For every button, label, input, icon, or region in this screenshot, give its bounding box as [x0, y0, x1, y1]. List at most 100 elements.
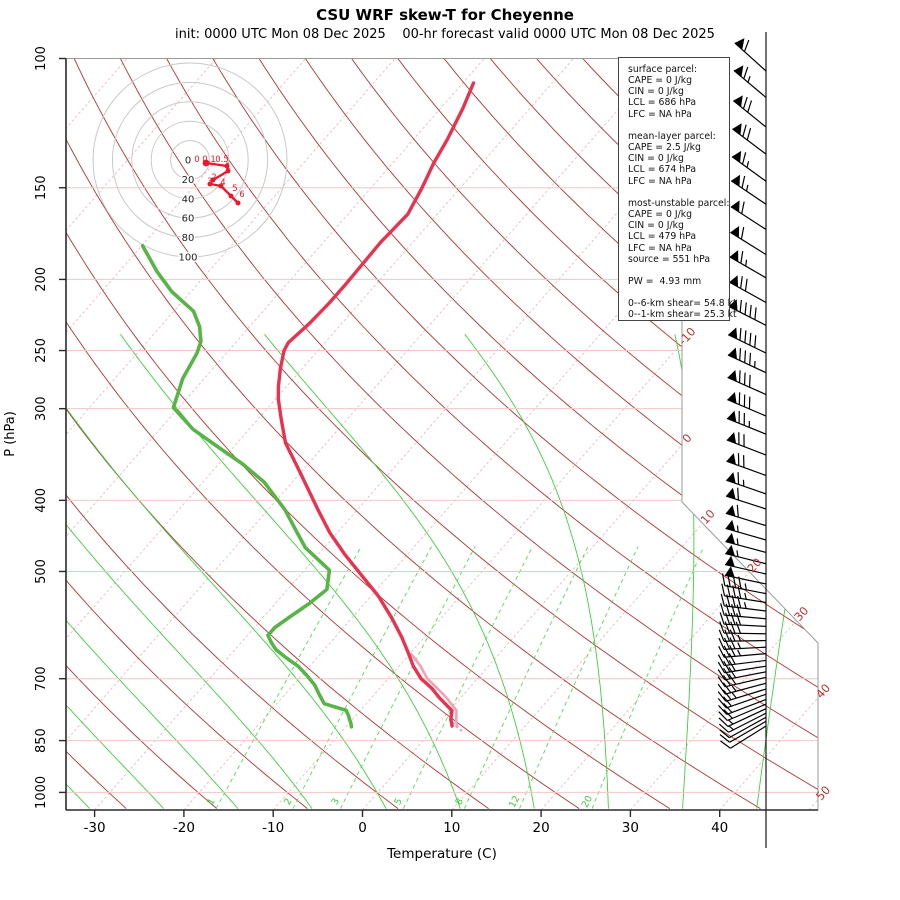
hodograph-ring-label: 0	[185, 156, 191, 167]
hodograph-height-label: 0.1	[202, 155, 216, 165]
pressure-tick-label: 100	[34, 46, 49, 71]
wind-barb	[724, 566, 767, 585]
hodograph-height-label: 2	[211, 173, 216, 183]
info-line: mean-layer parcel:	[628, 130, 716, 142]
pressure-tick-label: 200	[34, 267, 49, 292]
wind-barb	[718, 708, 767, 727]
pressure-tick-label: 400	[34, 488, 49, 513]
info-line	[628, 187, 727, 198]
wind-barb	[730, 225, 767, 256]
wind-barb	[726, 410, 767, 435]
hodograph-point	[207, 181, 213, 187]
info-line: CAPE = 0 J/kg	[628, 75, 693, 87]
info-line: 0--6-km shear= 54.8 kt	[628, 298, 737, 310]
wind-barb	[725, 487, 767, 510]
wind-barb	[726, 453, 767, 477]
info-line: LCL = 479 hPa	[628, 231, 697, 243]
bg-mixing-ratio-lines	[215, 546, 705, 809]
wind-barb	[731, 150, 767, 182]
temperature-tick-label: -30	[84, 820, 106, 836]
wind-barb	[726, 432, 767, 456]
wind-barb	[733, 65, 767, 98]
wind-barb	[727, 369, 767, 396]
info-line: LCL = 674 hPa	[628, 164, 697, 176]
info-line	[628, 287, 727, 298]
chart-subtitle: init: 0000 UTC Mon 08 Dec 2025 00-hr for…	[175, 27, 715, 42]
hodograph-height-label: 4	[220, 178, 225, 188]
wind-barb	[717, 688, 767, 702]
isotherm-label: 30	[791, 604, 811, 624]
info-line: CIN = 0 J/kg	[628, 153, 684, 165]
hodograph-point	[228, 193, 234, 199]
wind-barb	[727, 327, 767, 354]
wind-barb	[728, 299, 767, 326]
wind-barb	[717, 682, 767, 695]
temperature-tick-label: 10	[443, 820, 460, 836]
mixing-ratio-label: 8	[453, 797, 466, 808]
wind-barb	[718, 698, 767, 716]
mixing-ratio-label: 3	[330, 797, 343, 808]
mixing-ratio-label: 5	[392, 797, 405, 808]
wind-barb	[728, 275, 767, 304]
parcel-curve	[410, 652, 463, 732]
info-line: source = 551 hPa	[628, 253, 711, 265]
wind-barb	[727, 391, 767, 417]
wind-barb	[732, 95, 767, 128]
isotherm-label: 50	[813, 783, 833, 803]
wind-barb	[725, 532, 767, 554]
wind-barb	[732, 123, 767, 155]
pressure-tick-label: 150	[34, 175, 49, 200]
wind-barb	[727, 347, 767, 374]
bg-isotherms	[66, 58, 818, 810]
hodograph-height-label: 0	[194, 155, 199, 165]
hodograph-height-label: 5	[232, 184, 237, 194]
temperature-tick-label: 20	[533, 820, 550, 836]
info-line: 0--1-km shear= 25.3 kt	[628, 309, 737, 321]
wind-barb	[730, 174, 767, 205]
background-lines	[66, 58, 818, 810]
hodograph-height-label: 0.5	[215, 155, 229, 165]
pressure-tick-label: 500	[34, 559, 49, 584]
pressure-axis-title: P (hPa)	[3, 411, 18, 457]
pressure-tick-label: 300	[34, 396, 49, 421]
wind-barb	[719, 720, 767, 743]
hodograph-ring	[150, 120, 230, 200]
wind-barb	[726, 472, 767, 495]
info-line: LCL = 686 hPa	[628, 97, 697, 109]
wind-barb	[720, 593, 767, 612]
chart-title: CSU WRF skew-T for Cheyenne	[316, 6, 574, 24]
info-line	[628, 265, 727, 276]
isotherm-label: 40	[813, 681, 833, 701]
info-line: surface parcel:	[628, 64, 698, 75]
info-line: CAPE = 0 J/kg	[628, 209, 693, 221]
hodograph-point	[218, 183, 224, 189]
temperature-tick-label: -20	[173, 820, 195, 836]
mixing-ratio-labels: 1 2 3 5 8 12 20	[205, 794, 595, 810]
info-line: LFC = NA hPa	[628, 242, 692, 254]
wind-barb	[730, 200, 767, 230]
info-line: CIN = 0 J/kg	[628, 86, 684, 98]
wind-barb	[719, 612, 767, 627]
wind-barb	[719, 716, 767, 739]
mixing-ratio-label: 12	[507, 794, 522, 810]
wind-barb	[720, 725, 767, 749]
pressure-tick-label: 700	[34, 666, 49, 691]
hodograph-ring	[170, 140, 210, 180]
hodograph-height-label: 1	[225, 162, 230, 172]
wind-barb	[724, 555, 767, 575]
dewpoint-curve	[140, 244, 354, 729]
hodograph-ring-label: 20	[182, 175, 195, 186]
info-line	[628, 120, 727, 131]
pressure-tick-label: 250	[34, 338, 49, 363]
wind-barb	[720, 603, 767, 620]
pressure-axis: 100 150 200 250 300 400 500 700 850 1000 P (hPa)	[3, 46, 67, 810]
hodograph-ring-label: 80	[182, 233, 195, 244]
hodograph-point	[224, 163, 230, 169]
info-line: LFC = NA hPa	[628, 108, 692, 120]
wind-barb	[717, 693, 767, 709]
temperature-tick-label: 30	[622, 820, 639, 836]
wind-barb	[717, 673, 767, 688]
